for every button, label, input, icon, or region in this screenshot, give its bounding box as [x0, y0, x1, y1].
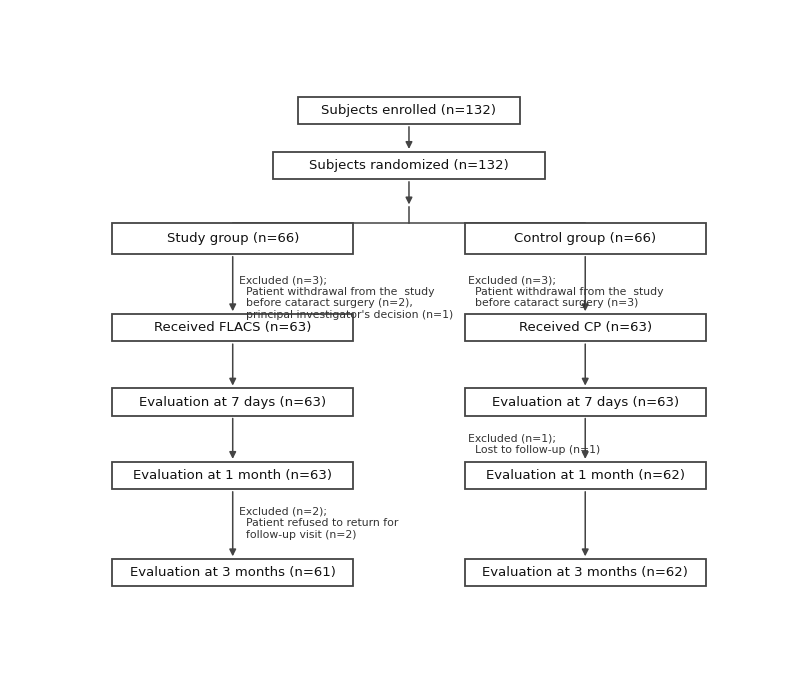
- Text: Patient withdrawal from the  study: Patient withdrawal from the study: [239, 287, 434, 297]
- Text: Excluded (n=3);: Excluded (n=3);: [239, 275, 327, 286]
- Text: Patient withdrawal from the  study: Patient withdrawal from the study: [468, 287, 663, 297]
- FancyBboxPatch shape: [112, 462, 354, 489]
- Text: Received CP (n=63): Received CP (n=63): [519, 321, 652, 334]
- Text: Excluded (n=2);: Excluded (n=2);: [239, 507, 327, 517]
- Text: Patient refused to return for: Patient refused to return for: [239, 518, 398, 528]
- Text: Evaluation at 3 months (n=62): Evaluation at 3 months (n=62): [482, 566, 688, 579]
- Text: Evaluation at 1 month (n=63): Evaluation at 1 month (n=63): [133, 469, 332, 482]
- FancyBboxPatch shape: [464, 224, 706, 254]
- FancyBboxPatch shape: [464, 314, 706, 341]
- Text: Evaluation at 3 months (n=61): Evaluation at 3 months (n=61): [130, 566, 336, 579]
- FancyBboxPatch shape: [298, 97, 520, 124]
- Text: Lost to follow-up (n=1): Lost to follow-up (n=1): [468, 445, 600, 455]
- Text: Study group (n=66): Study group (n=66): [167, 232, 299, 245]
- FancyBboxPatch shape: [112, 224, 354, 254]
- Text: Subjects enrolled (n=132): Subjects enrolled (n=132): [322, 104, 496, 117]
- Text: Excluded (n=3);: Excluded (n=3);: [468, 275, 555, 286]
- FancyBboxPatch shape: [464, 559, 706, 586]
- FancyBboxPatch shape: [273, 152, 545, 179]
- Text: Received FLACS (n=63): Received FLACS (n=63): [154, 321, 311, 334]
- Text: follow-up visit (n=2): follow-up visit (n=2): [239, 530, 357, 540]
- Text: Evaluation at 1 month (n=62): Evaluation at 1 month (n=62): [486, 469, 685, 482]
- FancyBboxPatch shape: [112, 314, 354, 341]
- Text: Subjects randomized (n=132): Subjects randomized (n=132): [309, 159, 509, 172]
- FancyBboxPatch shape: [112, 559, 354, 586]
- Text: Control group (n=66): Control group (n=66): [514, 232, 656, 245]
- Text: principal investigator's decision (n=1): principal investigator's decision (n=1): [239, 310, 453, 320]
- Text: Evaluation at 7 days (n=63): Evaluation at 7 days (n=63): [139, 396, 326, 409]
- FancyBboxPatch shape: [464, 388, 706, 415]
- FancyBboxPatch shape: [112, 388, 354, 415]
- Text: before cataract surgery (n=2),: before cataract surgery (n=2),: [239, 299, 413, 308]
- Text: Evaluation at 7 days (n=63): Evaluation at 7 days (n=63): [492, 396, 679, 409]
- Text: Excluded (n=1);: Excluded (n=1);: [468, 433, 555, 443]
- FancyBboxPatch shape: [464, 462, 706, 489]
- Text: before cataract surgery (n=3): before cataract surgery (n=3): [468, 299, 638, 308]
